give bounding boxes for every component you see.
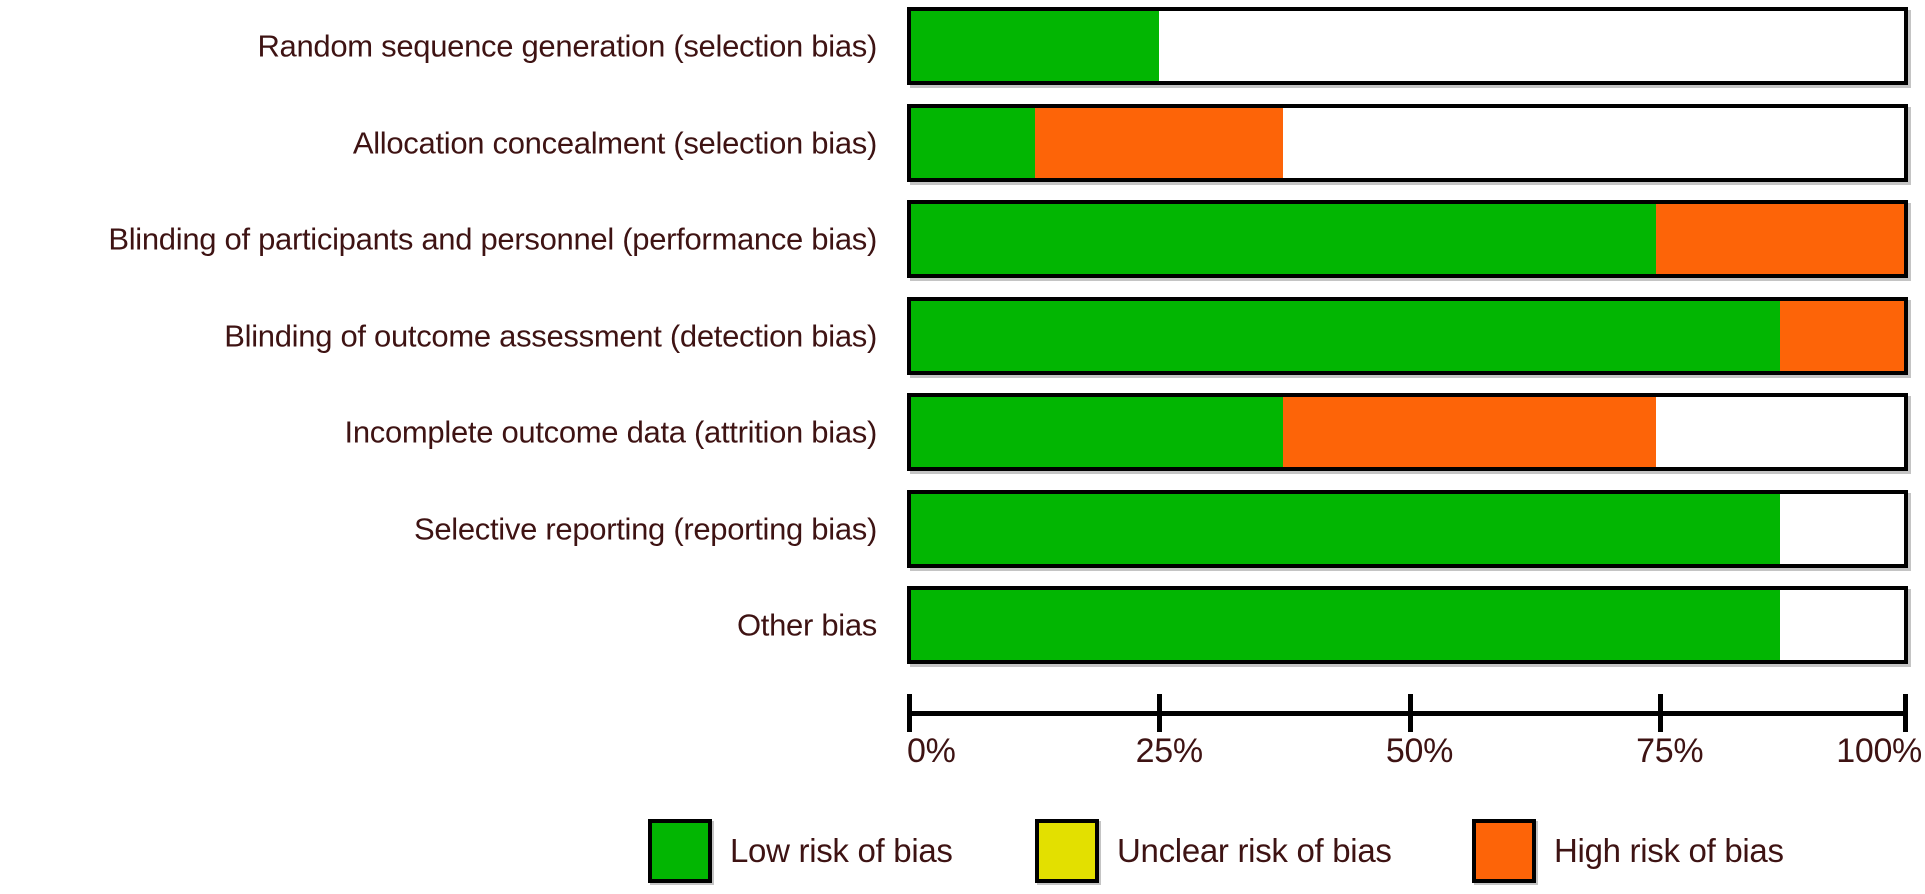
legend-swatch: [1035, 819, 1099, 883]
bar-4: [907, 296, 1908, 375]
bar-segment: [1283, 397, 1656, 467]
bar-7: [907, 586, 1908, 664]
bar-segment: [911, 397, 1284, 467]
bar-2: [907, 103, 1908, 182]
axis-tick-label: 25%: [1135, 732, 1203, 770]
axis-tick: [1157, 694, 1163, 732]
row-label: Blinding of outcome assessment (detectio…: [224, 318, 877, 353]
bar-6: [907, 489, 1908, 568]
legend-label: High risk of bias: [1554, 831, 1784, 869]
bar-segment: [911, 11, 1160, 81]
row-label: Incomplete outcome data (attrition bias): [344, 414, 878, 450]
bar-3: [907, 200, 1908, 278]
row-label: Selective reporting (reporting bias): [413, 511, 877, 546]
axis-tick: [1407, 694, 1413, 732]
bar-segment: [911, 204, 1656, 274]
bar-segment: [911, 300, 1780, 371]
axis-tick-label: 50%: [1385, 732, 1454, 770]
bar-1: [907, 7, 1908, 85]
axis-tick: [907, 694, 912, 732]
legend-label: Low risk of bias: [730, 831, 953, 869]
axis-tick-label: 75%: [1636, 732, 1704, 770]
bar-segment: [911, 590, 1780, 660]
bar-5: [907, 393, 1908, 471]
legend-label: Unclear risk of bias: [1117, 831, 1392, 869]
bar-segment: [1655, 204, 1904, 274]
legend-swatch: [1472, 819, 1536, 883]
bar-segment: [1035, 107, 1284, 178]
bar-segment: [911, 107, 1036, 178]
axis-tick: [1657, 694, 1663, 732]
row-label: Allocation concealment (selection bias): [352, 125, 877, 160]
axis-tick-label: 0%: [907, 732, 956, 770]
bar-segment: [911, 493, 1780, 564]
bar-segment: [1779, 300, 1904, 371]
row-label: Random sequence generation (selection bi…: [257, 28, 877, 64]
legend-swatch: [648, 819, 712, 883]
row-label: Other bias: [736, 607, 877, 643]
row-label: Blinding of participants and personnel (…: [108, 221, 877, 257]
axis-tick-label: 100%: [1836, 732, 1922, 770]
axis-tick: [1903, 694, 1908, 732]
